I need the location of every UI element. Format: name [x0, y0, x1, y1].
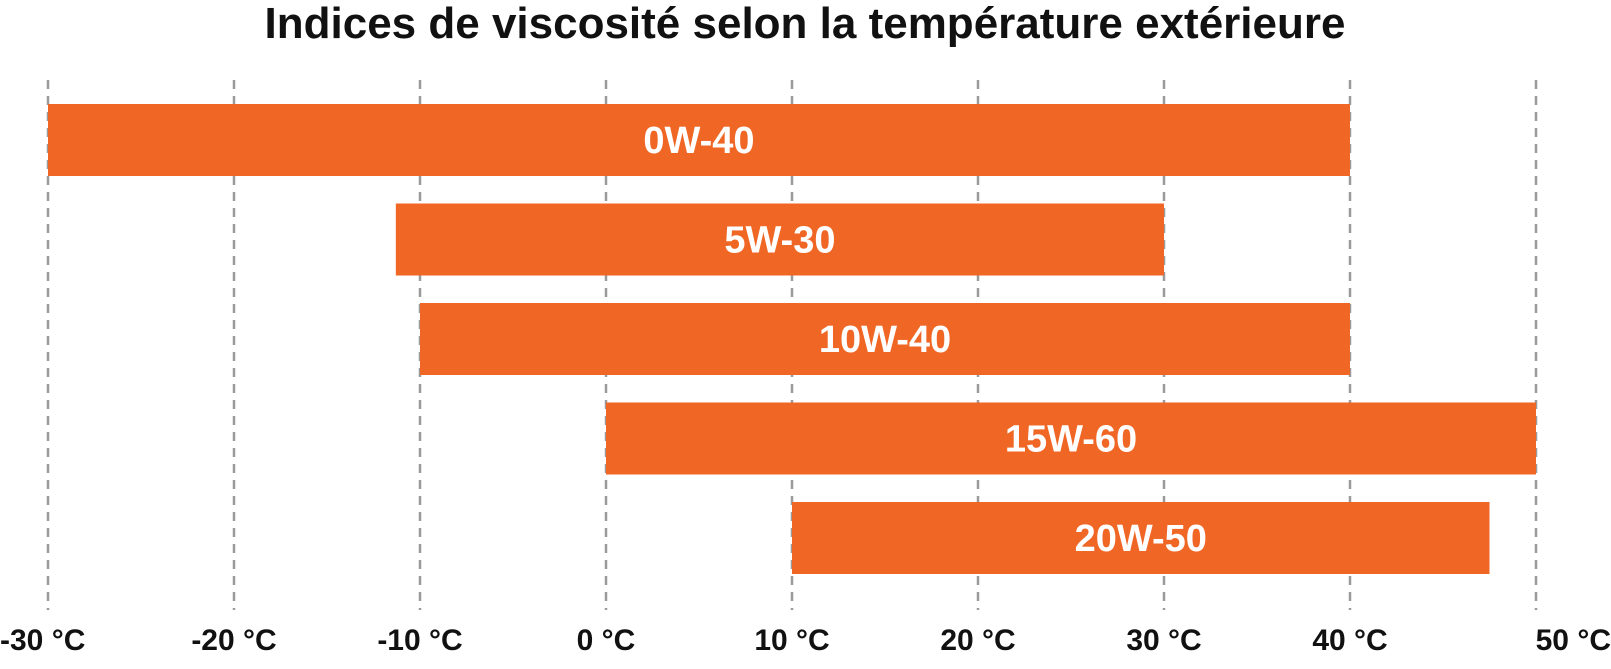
- x-tick-label: 50 °C: [1536, 624, 1611, 657]
- bar-label: 0W-40: [643, 120, 754, 162]
- bar-labels: 0W-40 5W-30 10W-40 15W-60 20W-50: [643, 120, 1206, 560]
- bar-label: 10W-40: [819, 319, 951, 361]
- x-tick-label: 0 °C: [577, 624, 636, 657]
- x-axis-tick-labels: -30 °C -20 °C -10 °C 0 °C 10 °C 20 °C 30 °C 40 …: [0, 624, 1611, 657]
- bar-label: 5W-30: [724, 220, 835, 262]
- bar-label: 20W-50: [1075, 518, 1207, 560]
- bar-20w-50: [792, 502, 1490, 574]
- bar-label: 15W-60: [1005, 419, 1137, 461]
- chart-title: Indices de viscosité selon la températur…: [265, 0, 1346, 48]
- bar-10w-40: [420, 303, 1350, 375]
- bars: [48, 104, 1536, 574]
- x-tick-label: -30 °C: [0, 624, 85, 657]
- x-tick-label: 30 °C: [1126, 624, 1201, 657]
- x-tick-label: -20 °C: [191, 624, 276, 657]
- x-tick-label: 10 °C: [754, 624, 829, 657]
- bar-5w-30: [395, 203, 1164, 276]
- x-tick-label: -10 °C: [377, 624, 462, 657]
- bar-0w-40: [48, 104, 1350, 176]
- bar-15w-60: [606, 402, 1536, 475]
- x-tick-label: 40 °C: [1312, 624, 1387, 657]
- x-tick-label: 20 °C: [940, 624, 1015, 657]
